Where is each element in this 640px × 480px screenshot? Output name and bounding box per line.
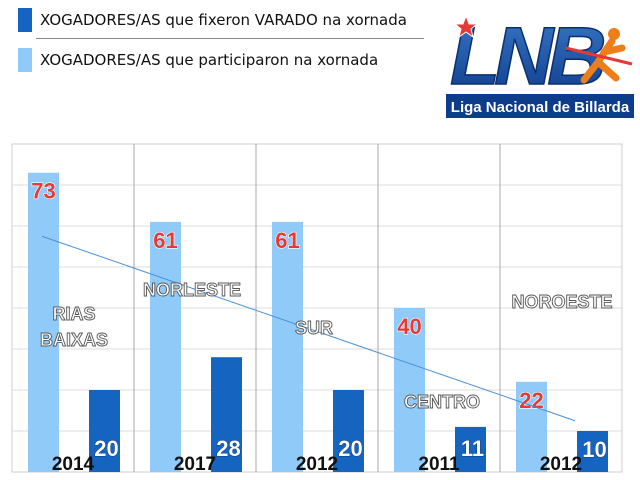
legend-item-participaron: XOGADORES/AS que participaron na xornada xyxy=(18,46,378,74)
data-label-participaron: 22 xyxy=(519,388,543,413)
logo-wordmark: LNB xyxy=(450,11,604,102)
region-label: RIAS xyxy=(52,304,95,324)
data-label-participaron: 40 xyxy=(397,314,421,339)
bar-varado xyxy=(89,390,120,472)
logo-subtitle-band xyxy=(446,94,634,118)
logo-star-icon xyxy=(453,14,479,39)
bar-participaron xyxy=(516,381,547,472)
data-label-varado: 20 xyxy=(338,436,362,461)
bar-participaron xyxy=(150,221,181,472)
lnb-logo: LNB Liga Nacional de Billarda xyxy=(446,10,634,118)
data-label-participaron: 61 xyxy=(275,228,299,253)
region-label: SUR xyxy=(295,318,333,338)
legend-item-varado: XOGADORES/AS que fixeron VARADO na xorna… xyxy=(18,6,407,34)
data-label-varado: 28 xyxy=(216,436,240,461)
trendline xyxy=(41,235,576,422)
data-label-varado: 11 xyxy=(461,436,484,461)
bar-varado xyxy=(577,431,608,472)
data-label-participaron: 61 xyxy=(153,228,177,253)
bar-chart: 7320201461282017612020124011201122102012… xyxy=(11,143,623,475)
logo-subtitle: Liga Nacional de Billarda xyxy=(451,99,630,116)
data-label-participaron: 73 xyxy=(31,179,55,204)
category-label: 2011 xyxy=(418,454,460,475)
logo-player-icon xyxy=(565,28,633,84)
category-label: 2012 xyxy=(296,454,338,475)
legend-swatch-varado xyxy=(18,8,32,32)
region-label: NORLESTE xyxy=(143,280,241,300)
legend-label-varado: XOGADORES/AS que fixeron VARADO na xorna… xyxy=(40,11,407,29)
legend-swatch-participaron xyxy=(18,48,32,72)
bar-varado xyxy=(333,390,364,472)
category-label: 2014 xyxy=(52,454,95,475)
category-label: 2017 xyxy=(174,454,216,475)
legend: XOGADORES/AS que fixeron VARADO na xorna… xyxy=(0,0,430,80)
region-label: NOROESTE xyxy=(511,292,612,312)
category-label: 2012 xyxy=(540,454,582,475)
region-label: BAIXAS xyxy=(40,330,108,350)
bar-participaron xyxy=(28,172,59,472)
bar-participaron xyxy=(394,308,425,472)
legend-label-participaron: XOGADORES/AS que participaron na xornada xyxy=(40,51,379,69)
bar-varado xyxy=(455,426,486,472)
region-label: CENTRO xyxy=(404,392,480,412)
bar-participaron xyxy=(272,221,303,472)
data-label-varado: 10 xyxy=(582,437,606,462)
legend-divider xyxy=(36,38,424,39)
bar-varado xyxy=(211,357,242,472)
data-label-varado: 20 xyxy=(94,436,118,461)
